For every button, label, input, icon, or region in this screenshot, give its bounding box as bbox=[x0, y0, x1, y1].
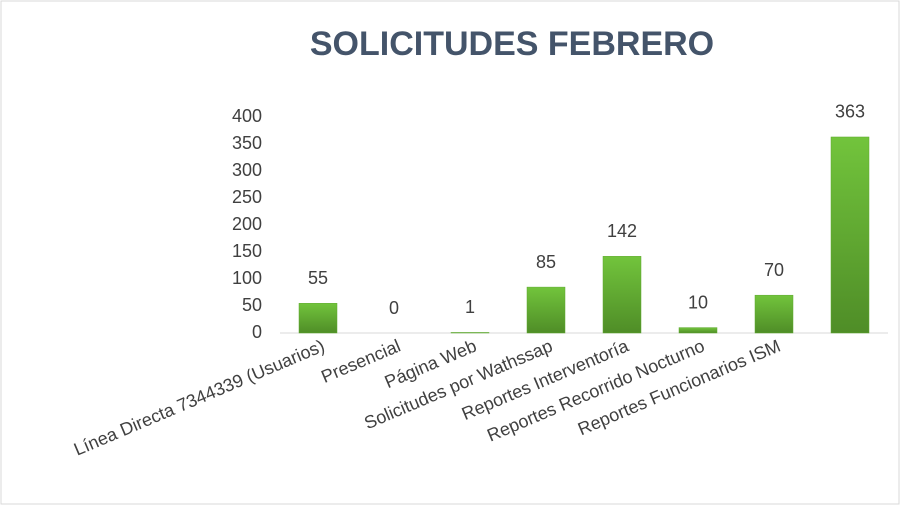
bar bbox=[678, 327, 718, 334]
y-tick-label: 400 bbox=[232, 106, 262, 126]
y-tick-label: 250 bbox=[232, 187, 262, 207]
value-label: 10 bbox=[688, 292, 708, 312]
value-label: 0 bbox=[389, 298, 399, 318]
value-label: 363 bbox=[835, 102, 865, 122]
bar bbox=[602, 256, 642, 334]
y-tick-label: 0 bbox=[252, 322, 262, 342]
y-tick-label: 150 bbox=[232, 241, 262, 261]
y-tick-label: 200 bbox=[232, 214, 262, 234]
bar bbox=[754, 294, 794, 334]
bar bbox=[450, 332, 490, 334]
chart-title: SOLICITUDES FEBRERO bbox=[310, 25, 714, 63]
y-tick-label: 300 bbox=[232, 160, 262, 180]
value-label: 1 bbox=[465, 297, 475, 317]
value-label: 55 bbox=[308, 268, 328, 288]
value-label: 85 bbox=[536, 252, 556, 272]
bar bbox=[526, 286, 566, 334]
y-tick-label: 350 bbox=[232, 133, 262, 153]
y-tick-label: 100 bbox=[232, 268, 262, 288]
value-label: 70 bbox=[764, 260, 784, 280]
bar bbox=[298, 303, 338, 334]
value-label: 142 bbox=[607, 221, 637, 241]
bar bbox=[830, 136, 870, 334]
y-tick-label: 50 bbox=[242, 295, 262, 315]
